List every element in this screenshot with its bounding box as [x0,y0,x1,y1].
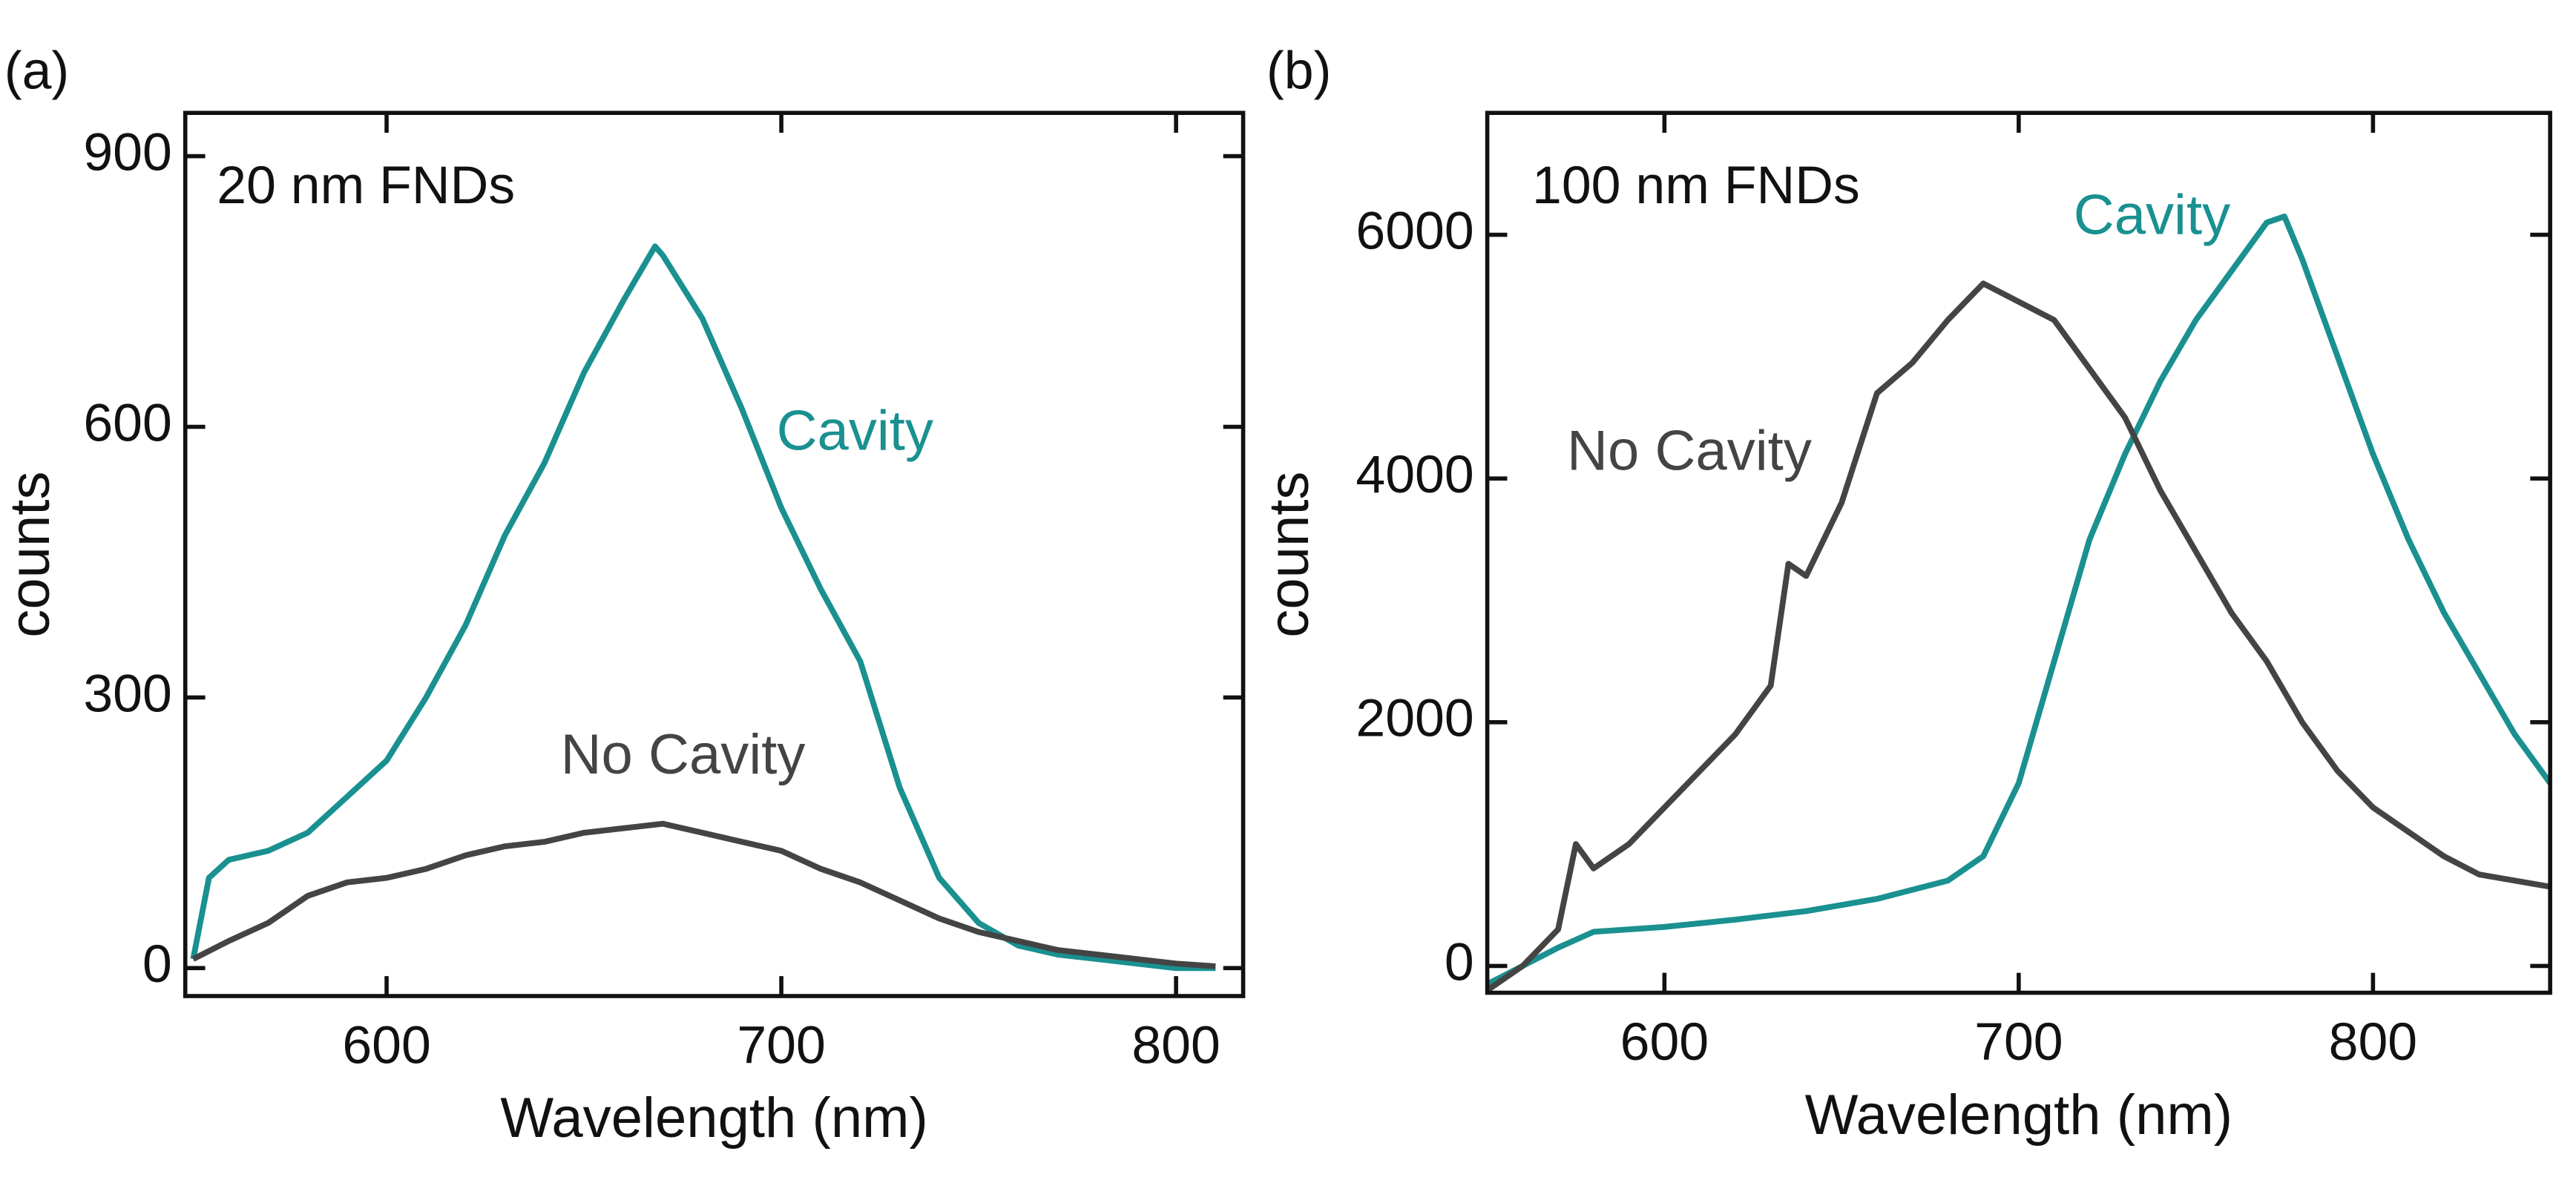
y-tick-label: 600 [83,393,171,452]
y-tick-label: 300 [83,664,171,723]
series-line [1487,213,2551,987]
series-label: Cavity [2074,184,2230,247]
series-label: Cavity [777,400,933,463]
x-tick-label: 800 [1131,1016,1220,1075]
x-tick-label: 700 [1974,1012,2063,1072]
x-tick-label: 800 [2329,1012,2417,1072]
y-tick-label: 0 [1445,932,1474,992]
panel-label: (b) [1266,42,1332,101]
x-axis-label: Wavelength (nm) [500,1087,928,1150]
x-tick-label: 600 [342,1016,430,1075]
y-tick-label: 900 [83,123,171,182]
y-axis-label: counts [1258,472,1321,638]
y-tick-label: 0 [142,934,172,994]
x-tick-label: 700 [737,1016,825,1075]
annotation: 100 nm FNDs [1532,156,1860,215]
plot-frame [183,111,1246,998]
series-label: No Cavity [1567,419,1812,482]
x-tick-label: 600 [1620,1012,1709,1072]
x-axis-label: Wavelength (nm) [1805,1084,2233,1147]
series-line [1487,280,2551,993]
panel-label: (a) [4,42,70,101]
y-tick-label: 2000 [1356,689,1473,748]
series-line [191,820,1216,969]
series-line [190,243,1216,972]
plot-frame [1485,111,2552,995]
annotation: 20 nm FNDs [217,156,515,215]
y-axis-label: counts [0,472,62,638]
series-label: No Cavity [561,723,806,786]
y-tick-label: 6000 [1356,201,1473,260]
y-tick-label: 4000 [1356,445,1473,504]
